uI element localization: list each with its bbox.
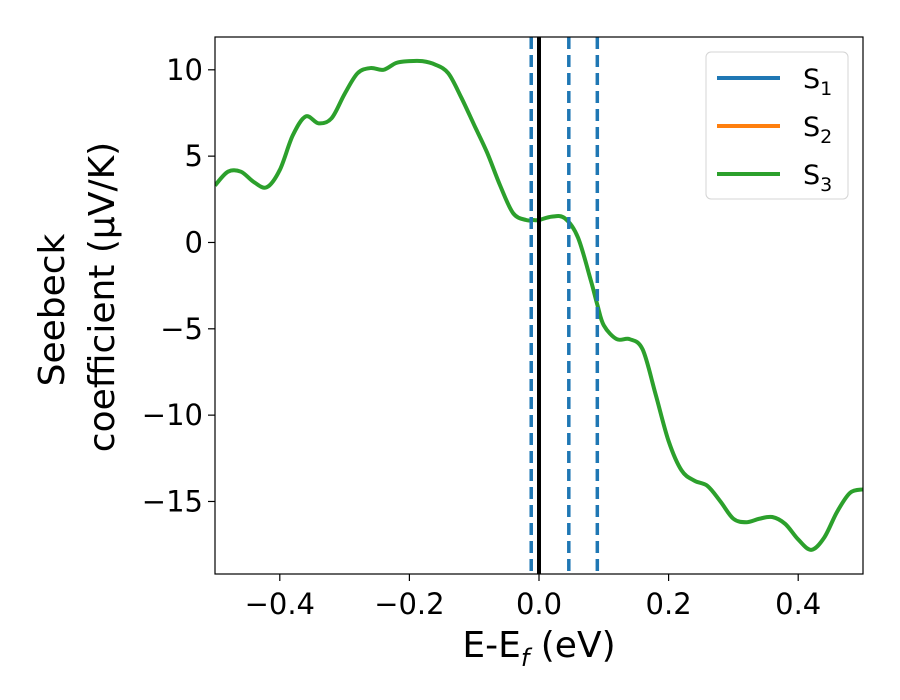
- legend-label-2: S2: [803, 112, 832, 148]
- y-axis-label: Seebeck coefficient (μV/K): [32, 142, 123, 452]
- y-tick-label: 10: [166, 53, 203, 87]
- y-axis-label-line1: Seebeck: [32, 233, 73, 386]
- vertical-lines-layer: [529, 37, 600, 574]
- y-tick-label: −15: [142, 484, 203, 518]
- legend: S1 S2 S3: [705, 51, 849, 200]
- y-axis: 10 5 0 −5 −10 −15: [142, 53, 215, 518]
- x-tick-label: 0.2: [646, 587, 692, 621]
- x-tick-label: 0.4: [775, 587, 821, 621]
- x-tick-label: −0.2: [374, 587, 444, 621]
- legend-label-1: S1: [803, 64, 832, 100]
- x-tick-label: −0.4: [245, 587, 315, 621]
- y-tick-label: 0: [185, 225, 203, 259]
- y-tick-label: 5: [185, 139, 203, 173]
- x-tick-label: 0.0: [516, 587, 562, 621]
- x-axis-label: E-Ef (eV): [462, 625, 615, 672]
- y-tick-label: −5: [160, 312, 203, 346]
- y-tick-label: −10: [142, 398, 203, 432]
- x-axis: −0.4 −0.2 0.0 0.2 0.4: [245, 574, 821, 621]
- y-axis-label-line2: coefficient (μV/K): [82, 142, 123, 452]
- legend-label-3: S3: [803, 160, 832, 196]
